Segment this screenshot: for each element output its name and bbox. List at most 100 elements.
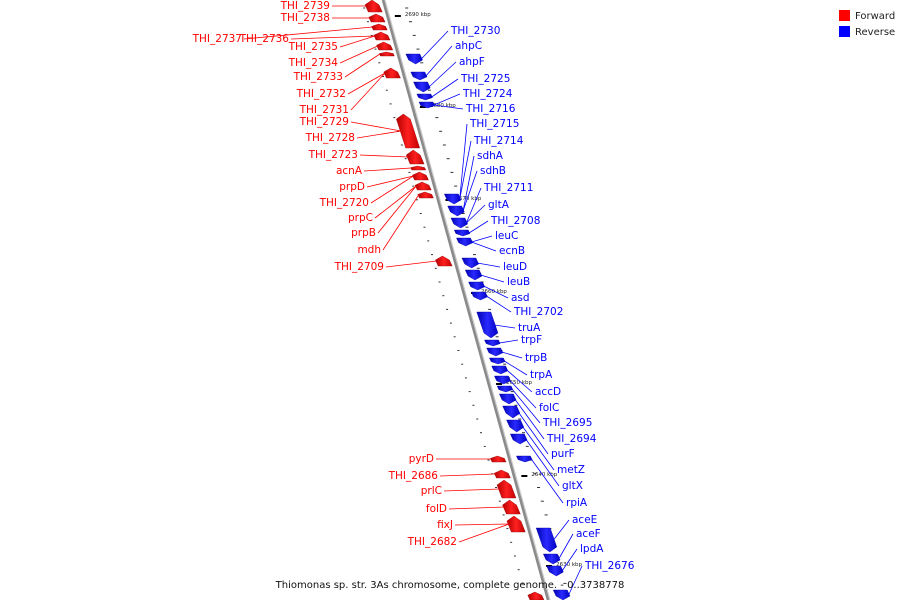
- reverse-gene-feature[interactable]: [470, 291, 488, 301]
- reverse-gene-label[interactable]: THI_2716: [465, 103, 516, 115]
- reverse-gene-feature[interactable]: [416, 93, 433, 101]
- forward-gene-feature[interactable]: [493, 469, 511, 479]
- forward-gene-feature[interactable]: [376, 41, 394, 51]
- reverse-gene-label[interactable]: lpdA: [580, 543, 604, 555]
- forward-gene-feature[interactable]: [417, 191, 434, 199]
- reverse-gene-label[interactable]: trpF: [521, 334, 542, 346]
- reverse-gene-label[interactable]: sdhB: [480, 165, 506, 177]
- forward-gene-feature[interactable]: [364, 0, 383, 13]
- reverse-gene-label[interactable]: THI_2715: [469, 118, 519, 130]
- reverse-gene-feature[interactable]: [476, 311, 499, 339]
- reverse-gene-feature[interactable]: [405, 53, 423, 65]
- reverse-gene-feature[interactable]: [468, 281, 486, 291]
- reverse-gene-feature[interactable]: [496, 385, 514, 393]
- reverse-gene-label[interactable]: accD: [535, 386, 561, 398]
- forward-gene-feature[interactable]: [506, 515, 526, 533]
- reverse-gene-label[interactable]: THI_2711: [483, 182, 533, 194]
- forward-gene-label[interactable]: THI_2737: [192, 33, 242, 45]
- reverse-gene-feature[interactable]: [450, 217, 468, 229]
- reverse-gene-feature[interactable]: [543, 553, 561, 565]
- forward-gene-feature[interactable]: [490, 455, 507, 463]
- reverse-gene-label[interactable]: folC: [539, 402, 559, 414]
- forward-gene-label[interactable]: THI_2731: [299, 104, 349, 116]
- forward-gene-label[interactable]: THI_2728: [305, 132, 355, 144]
- reverse-gene-label[interactable]: THI_2714: [473, 135, 524, 147]
- reverse-gene-label[interactable]: THI_2725: [460, 73, 510, 85]
- reverse-gene-label[interactable]: trpA: [530, 369, 553, 381]
- reverse-gene-feature[interactable]: [506, 419, 525, 433]
- forward-gene-label[interactable]: THI_2720: [319, 197, 369, 209]
- forward-gene-label[interactable]: THI_2723: [308, 149, 358, 161]
- forward-gene-label[interactable]: THI_2732: [296, 88, 346, 100]
- forward-gene-label[interactable]: folD: [426, 503, 447, 515]
- reverse-gene-label[interactable]: aceE: [572, 514, 597, 526]
- forward-gene-label[interactable]: THI_2682: [407, 536, 457, 548]
- forward-gene-feature[interactable]: [414, 181, 432, 191]
- reverse-gene-feature[interactable]: [418, 101, 435, 109]
- reverse-gene-label[interactable]: leuC: [495, 230, 518, 242]
- reverse-gene-label[interactable]: ahpF: [459, 56, 485, 68]
- reverse-gene-feature[interactable]: [546, 565, 564, 577]
- reverse-gene-label[interactable]: asd: [511, 292, 530, 304]
- reverse-gene-feature[interactable]: [461, 257, 479, 269]
- reverse-gene-feature[interactable]: [535, 527, 558, 553]
- forward-gene-feature[interactable]: [373, 31, 391, 41]
- forward-gene-label[interactable]: pyrD: [409, 453, 434, 465]
- reverse-gene-label[interactable]: gltA: [488, 199, 510, 211]
- reverse-gene-label[interactable]: THI_2724: [462, 88, 513, 100]
- forward-gene-feature[interactable]: [406, 149, 425, 165]
- reverse-gene-feature[interactable]: [484, 339, 501, 347]
- forward-gene-label[interactable]: THI_2729: [299, 116, 349, 128]
- reverse-gene-label[interactable]: sdhA: [477, 150, 504, 162]
- forward-gene-label[interactable]: THI_2686: [388, 470, 439, 482]
- reverse-gene-feature[interactable]: [486, 347, 504, 357]
- forward-gene-label[interactable]: acnA: [336, 165, 363, 177]
- reverse-gene-label[interactable]: metZ: [557, 464, 585, 476]
- reverse-gene-feature[interactable]: [552, 589, 571, 600]
- reverse-gene-label[interactable]: THI_2695: [542, 417, 592, 429]
- forward-gene-feature[interactable]: [379, 51, 395, 57]
- forward-gene-feature[interactable]: [502, 499, 521, 515]
- forward-gene-feature[interactable]: [527, 591, 545, 600]
- forward-gene-feature[interactable]: [410, 165, 427, 171]
- forward-gene-label[interactable]: THI_2734: [288, 57, 339, 69]
- reverse-gene-feature[interactable]: [447, 205, 465, 217]
- forward-gene-label[interactable]: prpD: [339, 181, 365, 193]
- forward-gene-label[interactable]: THI_2709: [334, 261, 384, 273]
- forward-gene-label[interactable]: mdh: [357, 244, 381, 256]
- forward-gene-feature[interactable]: [396, 113, 420, 149]
- reverse-gene-label[interactable]: rpiA: [566, 497, 588, 509]
- forward-gene-feature[interactable]: [496, 479, 517, 499]
- reverse-gene-label[interactable]: leuB: [507, 276, 530, 288]
- reverse-gene-feature[interactable]: [456, 237, 473, 247]
- reverse-gene-label[interactable]: THI_2694: [546, 433, 597, 445]
- forward-gene-label[interactable]: THI_2738: [280, 12, 330, 24]
- forward-gene-label[interactable]: prpC: [348, 212, 373, 224]
- reverse-gene-feature[interactable]: [510, 433, 528, 445]
- forward-gene-label[interactable]: THI_2739: [280, 0, 330, 12]
- reverse-gene-label[interactable]: aceF: [576, 528, 601, 540]
- reverse-gene-feature[interactable]: [502, 405, 521, 419]
- forward-gene-label[interactable]: prpB: [351, 227, 376, 239]
- reverse-gene-feature[interactable]: [491, 365, 509, 375]
- reverse-gene-feature[interactable]: [494, 375, 511, 385]
- forward-gene-feature[interactable]: [371, 23, 388, 31]
- reverse-gene-feature[interactable]: [453, 229, 471, 237]
- reverse-gene-label[interactable]: leuD: [503, 261, 527, 273]
- reverse-gene-feature[interactable]: [444, 193, 462, 205]
- forward-gene-feature[interactable]: [412, 171, 429, 181]
- reverse-gene-feature[interactable]: [413, 81, 431, 93]
- reverse-gene-label[interactable]: ecnB: [499, 245, 525, 257]
- forward-gene-label[interactable]: THI_2735: [288, 41, 338, 53]
- forward-gene-feature[interactable]: [435, 255, 453, 267]
- reverse-gene-label[interactable]: gltX: [562, 480, 583, 492]
- forward-gene-label[interactable]: THI_2736: [239, 33, 290, 45]
- reverse-gene-feature[interactable]: [489, 357, 506, 365]
- forward-gene-label[interactable]: fixJ: [437, 519, 453, 531]
- reverse-gene-label[interactable]: ahpC: [455, 40, 482, 52]
- reverse-gene-feature[interactable]: [499, 393, 517, 405]
- reverse-gene-feature[interactable]: [464, 269, 483, 281]
- reverse-gene-feature[interactable]: [516, 455, 533, 463]
- reverse-gene-label[interactable]: purF: [551, 448, 575, 460]
- reverse-gene-label[interactable]: THI_2676: [584, 560, 635, 572]
